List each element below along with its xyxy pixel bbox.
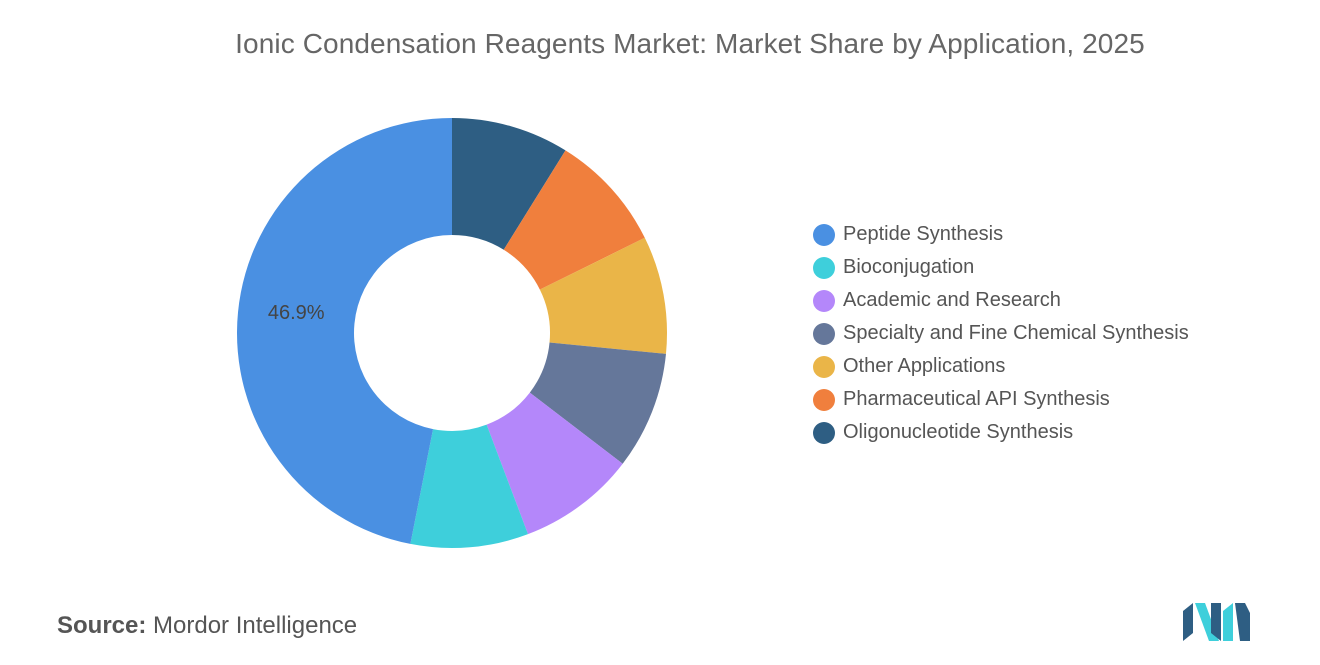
legend-item: Peptide Synthesis [813, 218, 1189, 251]
donut-slice-specialty-and-fine-chemical-synthesis [529, 342, 666, 464]
legend-item: Other Applications [813, 350, 1189, 383]
legend-label: Pharmaceutical API Synthesis [843, 388, 1110, 410]
legend-swatch [813, 388, 835, 411]
legend-swatch [813, 421, 835, 444]
legend-item: Pharmaceutical API Synthesis [813, 383, 1189, 416]
legend-item: Bioconjugation [813, 251, 1189, 284]
legend-swatch [813, 289, 835, 312]
donut-slice-other-applications [539, 237, 667, 354]
source-note: Source: Mordor Intelligence [57, 612, 357, 640]
legend-item: Oligonucleotide Synthesis [813, 416, 1189, 449]
chart-title: Ionic Condensation Reagents Market: Mark… [235, 28, 1145, 59]
legend-label: Other Applications [843, 355, 1006, 377]
legend-item: Academic and Research [813, 284, 1189, 317]
legend-label: Peptide Synthesis [843, 223, 1004, 245]
legend-swatch [813, 256, 835, 279]
legend-label: Oligonucleotide Synthesis [843, 421, 1074, 443]
mordor-intelligence-logo-icon [1183, 603, 1250, 641]
donut-slice-peptide-synthesis [236, 118, 452, 544]
legend-label: Academic and Research [843, 289, 1061, 311]
legend-item: Specialty and Fine Chemical Synthesis [813, 317, 1189, 350]
donut-slice-pharmaceutical-api-synthesis [503, 150, 645, 290]
data-label-peptide-synthesis: 46.9% [268, 302, 325, 324]
legend-swatch [813, 223, 835, 246]
legend-swatch [813, 322, 835, 345]
donut-slice-oligonucleotide-synthesis [452, 118, 566, 250]
donut-slice-academic-and-research [486, 392, 623, 535]
legend-swatch [813, 355, 835, 378]
source-prefix: Source: [57, 612, 147, 639]
legend: Peptide Synthesis Bioconjugation Academi… [813, 218, 1189, 449]
legend-label: Bioconjugation [843, 256, 975, 278]
donut-slice-bioconjugation [410, 424, 528, 548]
legend-label: Specialty and Fine Chemical Synthesis [843, 322, 1189, 344]
source-text: Mordor Intelligence [153, 612, 358, 639]
